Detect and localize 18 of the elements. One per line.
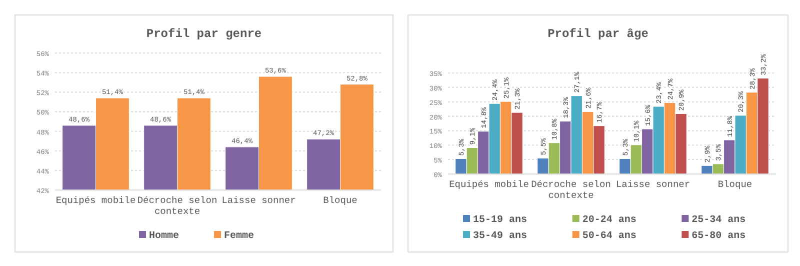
x-tick-label: Laisse sonner: [616, 179, 690, 190]
legend-label: 20-24 ans: [582, 215, 636, 226]
x-tick-label: Equipés mobile: [449, 179, 530, 190]
legend-label: Homme: [149, 231, 180, 242]
legend-label: 35-49 ans: [473, 231, 528, 242]
x-tick-label: Laisse sonner: [222, 195, 296, 206]
legend-label: Femme: [224, 231, 254, 242]
legend-label: 15-19 ans: [473, 215, 528, 226]
x-tick-label: Bloque: [323, 195, 358, 206]
x-tick-label: Bloque: [718, 179, 752, 190]
legend-label: 25-34 ans: [692, 215, 746, 226]
x-tick-label: Décroche selon contexte: [531, 179, 611, 201]
legend-label: 50-64 ans: [582, 231, 636, 242]
chart-title: Profil par âge: [548, 27, 648, 41]
chart-title: Profil par genre: [146, 27, 262, 41]
x-tick-label: Equipés mobile: [56, 195, 136, 206]
x-tick-label: Décroche selon contexte: [137, 195, 218, 217]
legend-label: 65-80 ans: [692, 231, 746, 242]
